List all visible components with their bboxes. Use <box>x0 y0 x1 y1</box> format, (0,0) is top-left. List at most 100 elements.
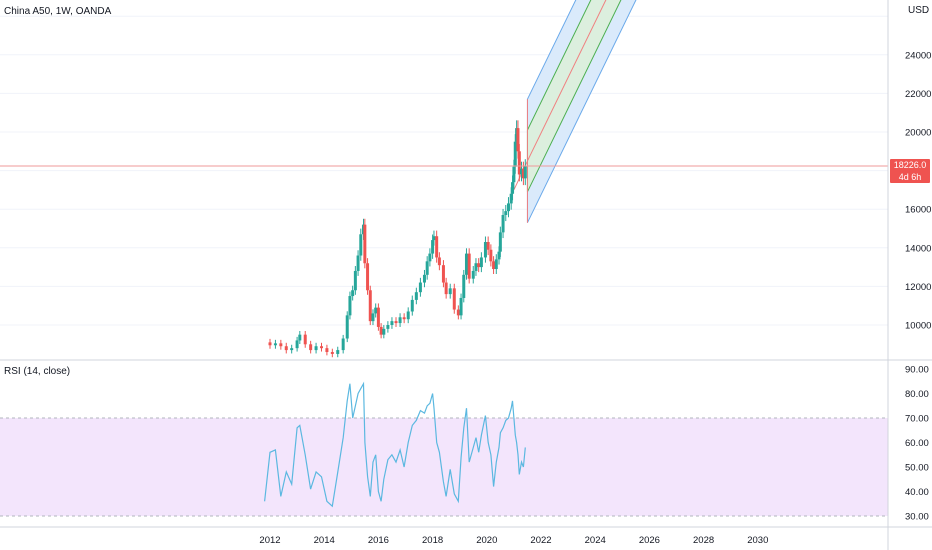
candle-body <box>519 168 523 175</box>
candle-body <box>517 151 521 175</box>
currency-label: USD <box>908 5 929 16</box>
rsi-tick-label: 40.00 <box>905 487 929 498</box>
rsi-tick-label: 60.00 <box>905 438 929 449</box>
candle-body <box>345 315 349 339</box>
price-axis[interactable]: 10000.0 12000.0 14000.0 16000.0 20000.0 22000… <box>905 50 932 331</box>
time-tick-label: 2014 <box>314 535 335 546</box>
rsi-axis[interactable]: 30.00 40.00 50.00 60.00 70.00 80.00 90.00 <box>905 365 929 523</box>
candle-body <box>523 166 527 179</box>
price-tick-label: 22000.0 <box>905 89 932 100</box>
price-tick-label: 16000.0 <box>905 205 932 216</box>
time-tick-label: 2012 <box>259 535 280 546</box>
candle-body <box>309 344 313 351</box>
candle-body <box>359 234 363 256</box>
candle-body <box>428 253 432 262</box>
candle-body <box>406 311 410 320</box>
price-tick-label: 20000.0 <box>905 128 932 139</box>
candle-body <box>516 128 520 152</box>
candle-body <box>489 249 493 262</box>
time-tick-label: 2020 <box>476 535 497 546</box>
candle-body <box>351 290 355 297</box>
rsi-tick-label: 50.00 <box>905 463 929 474</box>
candle-body <box>471 270 475 279</box>
candle-body <box>398 317 402 324</box>
candle-body <box>386 325 390 329</box>
regression-channel[interactable] <box>513 0 758 223</box>
rsi-series-line <box>264 381 526 508</box>
candle-body <box>348 296 352 316</box>
candle-body <box>448 288 452 295</box>
time-tick-label: 2018 <box>422 535 443 546</box>
candle-body <box>402 317 406 320</box>
price-tick-label: 10000.0 <box>905 321 932 332</box>
rsi-tick-label: 30.00 <box>905 512 929 523</box>
time-tick-label: 2024 <box>585 535 606 546</box>
candle-body <box>506 203 510 212</box>
candle-body <box>477 263 481 268</box>
candle-body <box>483 242 487 258</box>
candle-body <box>325 348 329 353</box>
candle-body <box>452 288 456 310</box>
time-axis[interactable]: 2012 2014 2016 2018 2020 2022 2024 2026 2028 2030 <box>259 535 768 546</box>
time-tick-label: 2030 <box>747 535 768 546</box>
rsi-band-fill <box>0 418 888 516</box>
price-tag-price: 18226.0 <box>894 160 927 170</box>
candle-body <box>314 346 318 351</box>
price-tag: 18226.0 4d 6h <box>890 159 930 183</box>
channel-median-line <box>527 0 607 162</box>
time-tick-label: 2022 <box>530 535 551 546</box>
candle-body <box>371 313 375 322</box>
candle-body <box>464 253 468 275</box>
time-tick-label: 2026 <box>639 535 660 546</box>
candle-body <box>459 297 463 316</box>
candle-body <box>512 166 516 183</box>
rsi-tick-label: 80.00 <box>905 389 929 400</box>
candle-body <box>467 253 471 279</box>
candle-body <box>368 290 372 322</box>
symbol-title: China A50, 1W, OANDA <box>4 6 112 17</box>
candle-body <box>425 261 429 275</box>
candle-body <box>456 309 460 316</box>
price-tag-countdown: 4d 6h <box>899 172 922 182</box>
price-tick-label: 12000.0 <box>905 282 932 293</box>
rsi-line <box>264 381 526 508</box>
rsi-tick-label: 70.00 <box>905 414 929 425</box>
main-pane-grid <box>0 15 888 326</box>
candle-body <box>511 182 515 194</box>
candle-body <box>504 211 508 215</box>
candle-body <box>363 224 367 264</box>
candle-body <box>435 236 439 258</box>
candle-body <box>379 326 383 335</box>
candle-body <box>382 328 386 335</box>
candle-body <box>444 282 448 295</box>
rsi-tick-label: 90.00 <box>905 365 929 376</box>
time-tick-label: 2028 <box>693 535 714 546</box>
candle-body <box>441 265 445 283</box>
candle-body <box>509 193 513 204</box>
candle-body <box>390 321 394 325</box>
candle-body <box>330 352 334 354</box>
candle-body <box>353 270 357 291</box>
candle-body <box>414 292 418 300</box>
candle-body <box>422 274 426 283</box>
candle-body <box>501 214 505 233</box>
price-tag-background <box>890 159 930 183</box>
candle-body <box>295 340 299 349</box>
price-candles <box>268 120 527 358</box>
price-tick-label: 24000.0 <box>905 50 932 61</box>
rsi-title: RSI (14, close) <box>4 366 70 377</box>
time-tick-label: 2016 <box>368 535 389 546</box>
candle-body <box>394 321 398 324</box>
candle-body <box>410 299 414 312</box>
candle-body <box>431 240 435 254</box>
candle-body <box>492 261 496 270</box>
candle-body <box>356 255 360 271</box>
candle-body <box>513 141 517 167</box>
candle-body <box>521 168 525 179</box>
price-tick-label: 14000.0 <box>905 243 932 254</box>
candle-body <box>284 346 288 351</box>
candle-body <box>341 338 345 351</box>
candle-body <box>279 343 283 347</box>
